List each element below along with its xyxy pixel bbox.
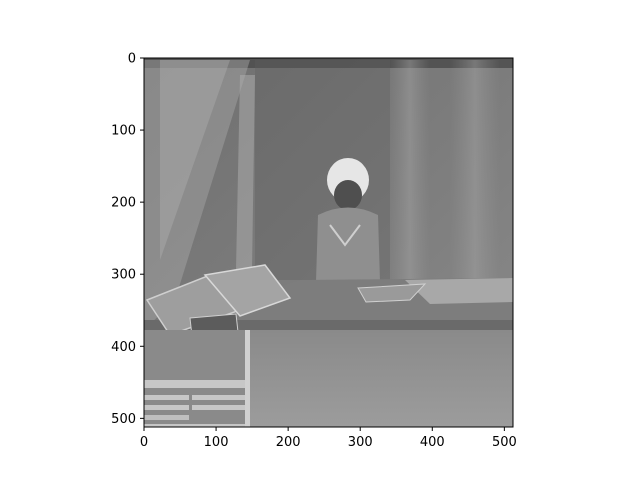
y-tick-label: 100 (111, 124, 136, 139)
y-tick-label: 400 (111, 340, 136, 355)
x-tick-label: 200 (276, 435, 301, 450)
x-axis: 0 100 200 300 400 500 (140, 427, 517, 450)
image-content (144, 58, 513, 427)
x-tick-label: 400 (420, 435, 445, 450)
x-tick-label: 100 (204, 435, 229, 450)
y-tick-label: 0 (128, 52, 136, 67)
y-tick-label: 500 (111, 412, 136, 427)
axes-frame (143, 57, 514, 428)
y-tick-label: 200 (111, 196, 136, 211)
y-tick-label: 300 (111, 268, 136, 283)
x-tick-label: 300 (348, 435, 373, 450)
x-tick-label: 0 (140, 435, 148, 450)
y-axis: 0 100 200 300 400 500 (111, 52, 144, 427)
x-tick-label: 500 (492, 435, 517, 450)
